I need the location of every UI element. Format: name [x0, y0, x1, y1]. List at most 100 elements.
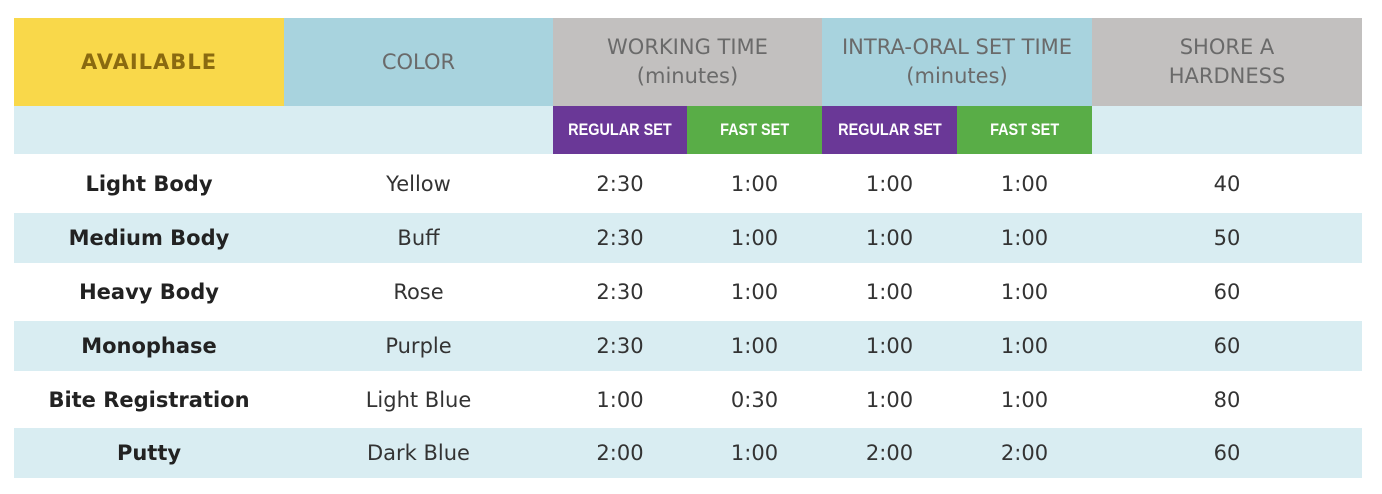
- table-cell: 2:30: [553, 263, 687, 321]
- row-bg: [14, 371, 1362, 428]
- table-cell: Heavy Body: [14, 263, 284, 321]
- table-cell: Rose: [284, 263, 553, 321]
- cell-text: 2:00: [1000, 441, 1049, 465]
- table-cell: 2:00: [822, 428, 957, 478]
- table-cell: Light Body: [14, 154, 284, 213]
- cell-text: 60: [1213, 441, 1241, 465]
- table-cell: 1:00: [822, 371, 957, 428]
- cell-text: Rose: [393, 280, 444, 304]
- cell-text: 50: [1213, 226, 1241, 250]
- cell-text: 1:00: [1000, 226, 1049, 250]
- cell-text: 1:00: [865, 387, 914, 412]
- header-text: HARDNESS: [1168, 64, 1286, 88]
- header-cell: WORKING TIME (minutes): [553, 18, 822, 106]
- cell-text: 1:00: [730, 171, 779, 196]
- cell-text: 2:30: [596, 171, 644, 196]
- cell-text: 1:00: [730, 334, 779, 358]
- subheader-cell: REGULAR SET: [822, 106, 957, 154]
- row-bg: [14, 321, 1362, 371]
- cell-text: 1:00: [730, 280, 779, 304]
- cell-text: 0:30: [730, 387, 779, 412]
- table-cell: 1:00: [957, 263, 1092, 321]
- cell-text: 2:00: [596, 441, 644, 465]
- table-cell: 2:30: [553, 213, 687, 263]
- table-cell: 1:00: [822, 154, 957, 213]
- cell-text: 1:00: [1000, 387, 1049, 412]
- table-cell: 1:00: [957, 371, 1092, 428]
- table-cell: 1:00: [687, 321, 822, 371]
- row-bg: [14, 263, 1362, 321]
- subheader-text: FAST SET: [989, 120, 1060, 139]
- table-cell: 1:00: [957, 154, 1092, 213]
- table-cell: Putty: [14, 428, 284, 478]
- header-cell: COLOR: [284, 18, 553, 106]
- cell-text: 1:00: [865, 171, 914, 196]
- cell-text: Medium Body: [68, 226, 230, 250]
- row-bg: [14, 428, 1362, 478]
- cell-text: Light Body: [85, 171, 213, 196]
- cell-text: Yellow: [386, 171, 451, 196]
- subheader-cell: REGULAR SET: [553, 106, 687, 154]
- table-cell: 60: [1092, 263, 1362, 321]
- table-cell: Dark Blue: [284, 428, 553, 478]
- cell-text: 1:00: [865, 226, 914, 250]
- table-cell: 50: [1092, 213, 1362, 263]
- cell-text: Putty: [116, 441, 182, 465]
- cell-text: 1:00: [1000, 171, 1049, 196]
- table-cell: 2:30: [553, 154, 687, 213]
- header-text: INTRA-ORAL SET TIME: [841, 35, 1073, 59]
- table-cell: 1:00: [687, 213, 822, 263]
- table-cell: 1:00: [553, 371, 687, 428]
- header-text: COLOR: [381, 49, 456, 74]
- subheader-bg: [1092, 106, 1362, 154]
- cell-text: Heavy Body: [79, 280, 219, 304]
- cell-text: 60: [1213, 280, 1241, 304]
- table-cell: Light Blue: [284, 371, 553, 428]
- table-cell: 1:00: [687, 154, 822, 213]
- table-cell: 80: [1092, 371, 1362, 428]
- cell-text: 1:00: [730, 441, 779, 465]
- table-cell: Yellow: [284, 154, 553, 213]
- subheader-text: FAST SET: [719, 120, 790, 139]
- subheader-bg: [14, 106, 553, 154]
- cell-text: 2:30: [596, 280, 644, 304]
- table-cell: 40: [1092, 154, 1362, 213]
- cell-text: 2:30: [596, 334, 644, 358]
- subheader-cell: FAST SET: [687, 106, 822, 154]
- cell-text: 60: [1213, 334, 1241, 358]
- cell-text: Monophase: [81, 334, 217, 358]
- table-cell: 0:30: [687, 371, 822, 428]
- table-cell: 2:00: [553, 428, 687, 478]
- subheader-text: REGULAR SET: [568, 120, 672, 139]
- header-cell: INTRA-ORAL SET TIME (minutes): [822, 18, 1092, 106]
- table-cell: Purple: [284, 321, 553, 371]
- cell-text: 1:00: [730, 226, 779, 250]
- table-cell: Bite Registration: [14, 371, 284, 428]
- cell-text: Light Blue: [365, 387, 472, 412]
- cell-text: 80: [1213, 387, 1241, 412]
- table-cell: 60: [1092, 321, 1362, 371]
- table-cell: 1:00: [822, 321, 957, 371]
- table-cell: 1:00: [822, 213, 957, 263]
- header-text: (minutes): [636, 64, 739, 88]
- table-cell: 1:00: [687, 428, 822, 478]
- cell-text: 1:00: [596, 387, 644, 412]
- table-cell: 60: [1092, 428, 1362, 478]
- table-cell: 1:00: [822, 263, 957, 321]
- subheader-cell: FAST SET: [957, 106, 1092, 154]
- cell-text: Bite Registration: [48, 387, 250, 412]
- table-cell: Buff: [284, 213, 553, 263]
- table-cell: 1:00: [957, 321, 1092, 371]
- table-cell: 1:00: [957, 213, 1092, 263]
- cell-text: 2:00: [865, 441, 914, 465]
- cell-text: 2:30: [596, 226, 644, 250]
- header-text: AVAILABLE: [80, 49, 218, 74]
- cell-text: Purple: [385, 334, 452, 358]
- cell-text: Dark Blue: [367, 441, 470, 465]
- table-cell: Medium Body: [14, 213, 284, 263]
- row-bg: [14, 154, 1362, 213]
- cell-text: 1:00: [865, 334, 914, 358]
- table-cell: Monophase: [14, 321, 284, 371]
